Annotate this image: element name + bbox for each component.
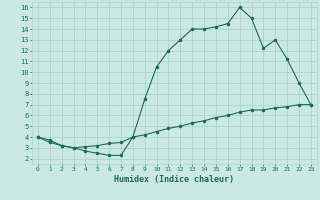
X-axis label: Humidex (Indice chaleur): Humidex (Indice chaleur) xyxy=(115,175,234,184)
